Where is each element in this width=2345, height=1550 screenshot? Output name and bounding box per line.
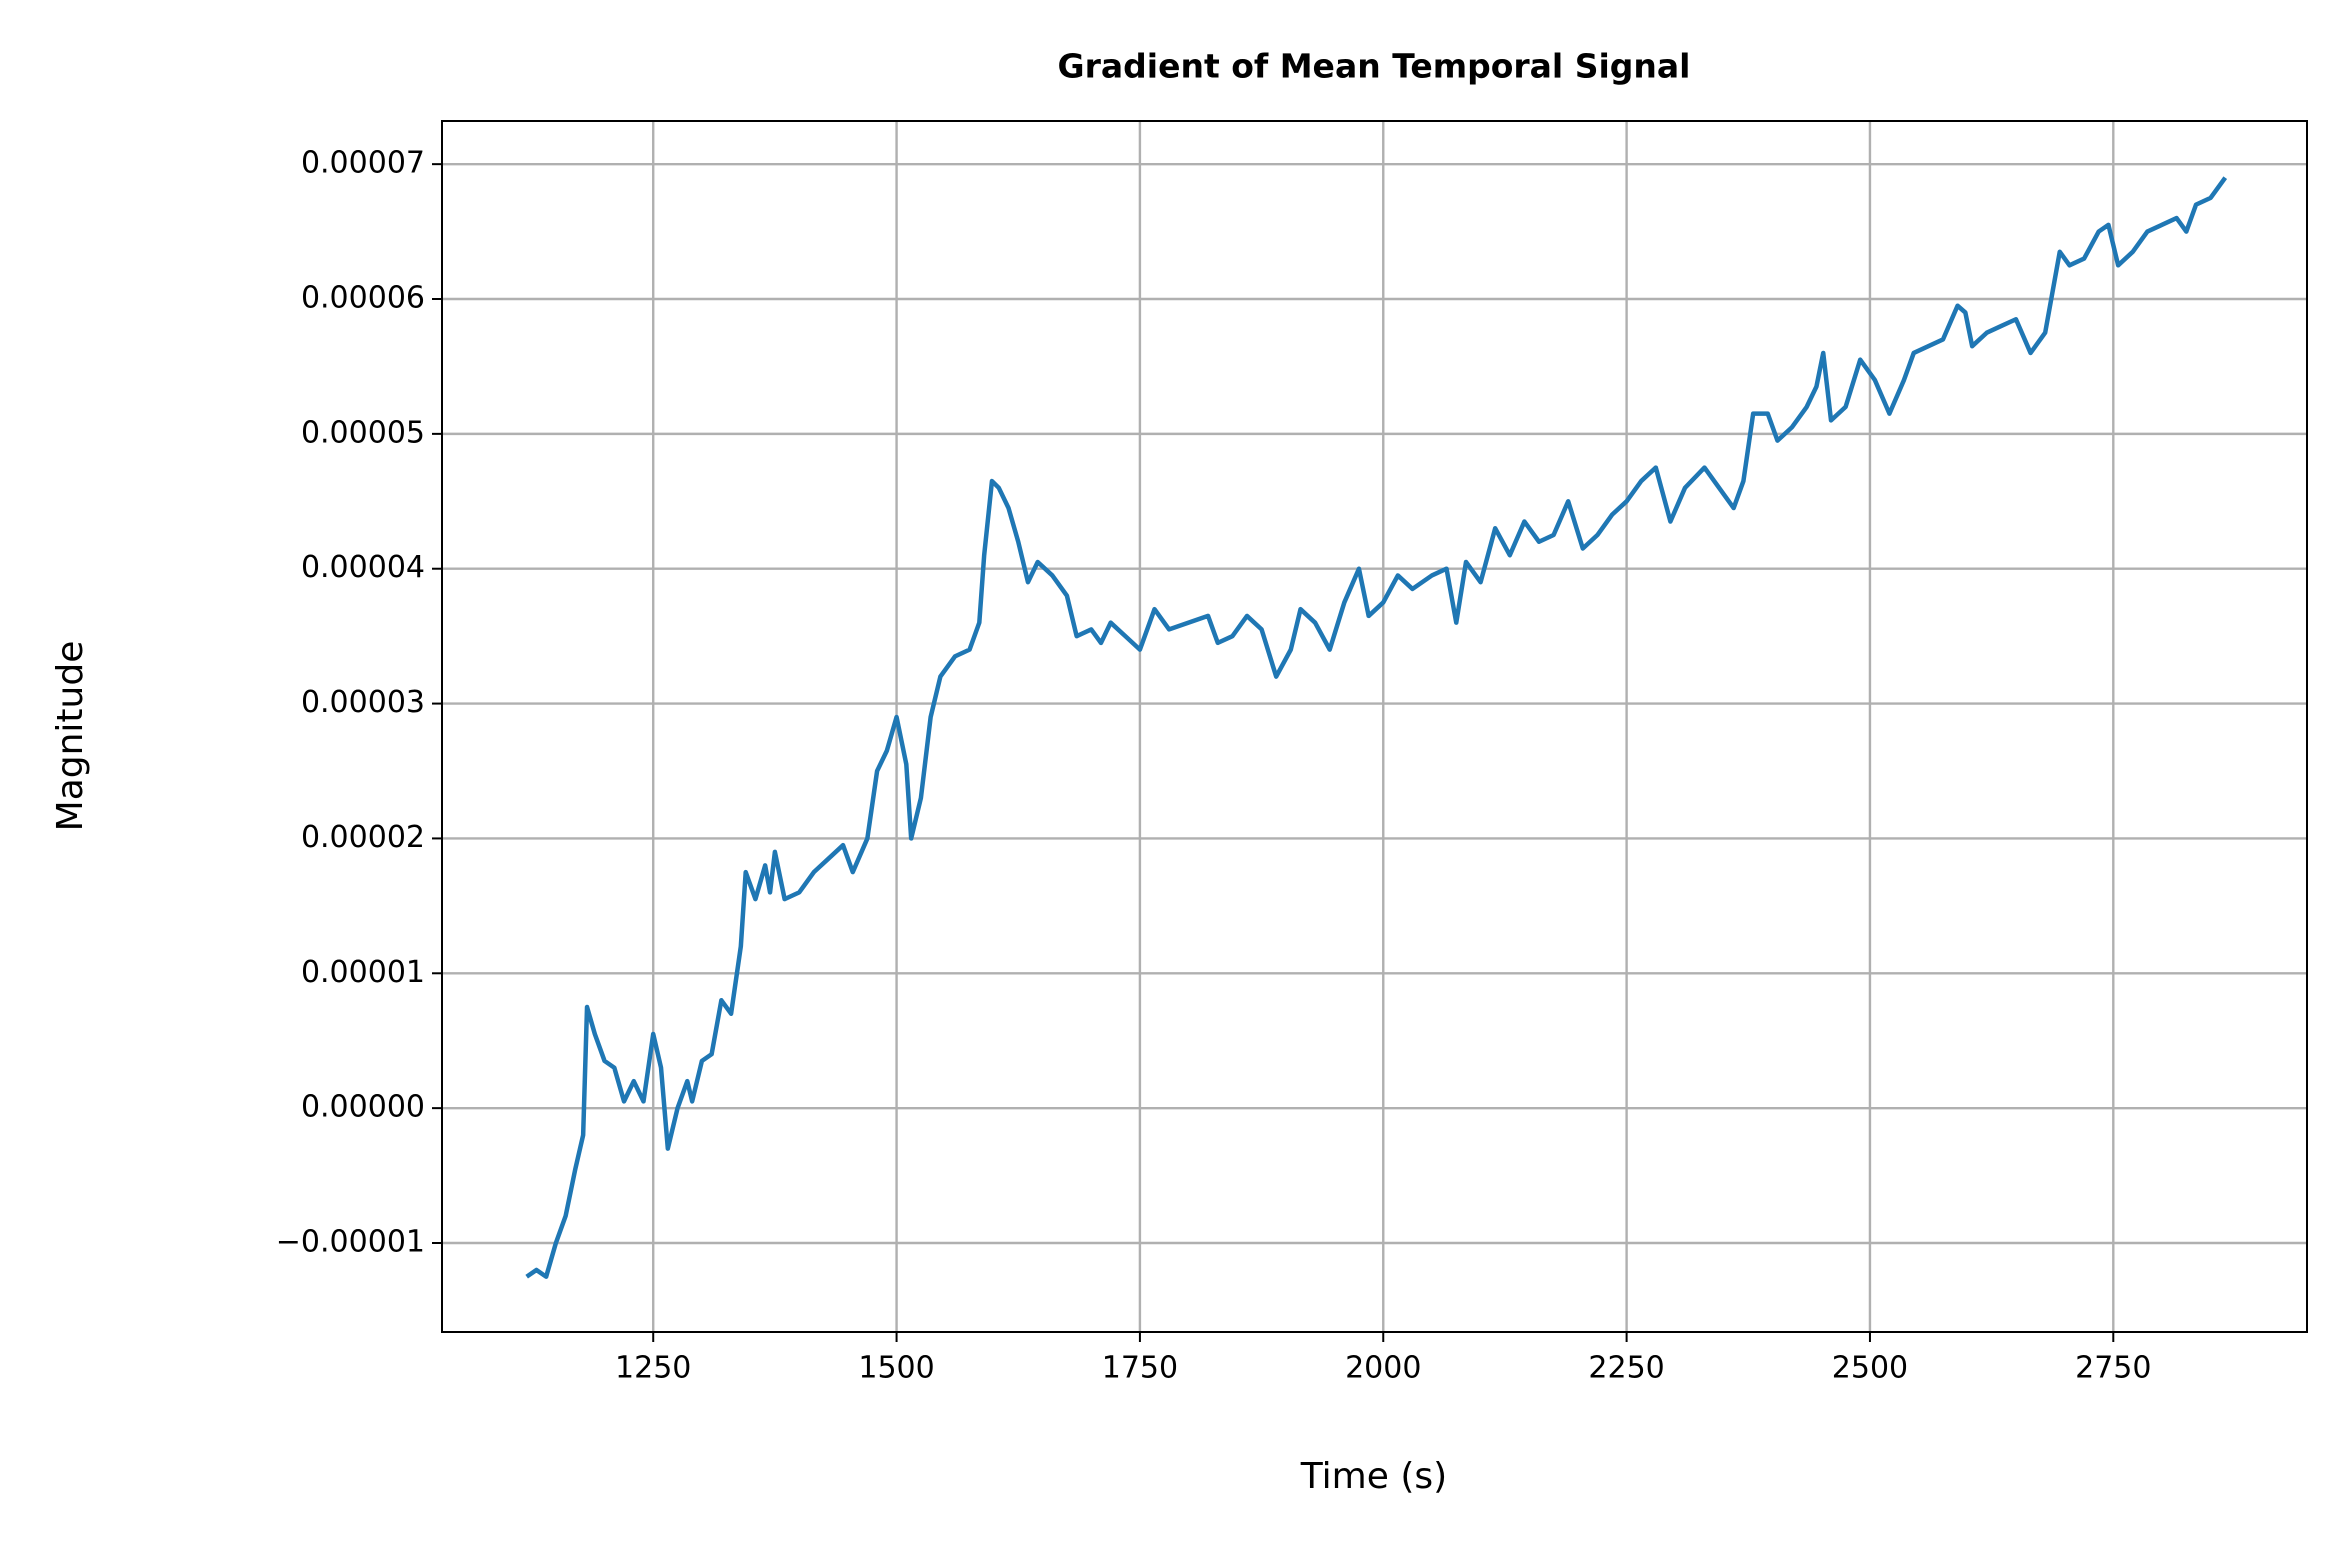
y-tick-label: 0.00003	[301, 685, 425, 720]
x-tick-label: 1500	[858, 1351, 934, 1386]
y-tick-label: 0.00005	[301, 415, 425, 450]
data-line	[525, 176, 2228, 1279]
plot-frame	[441, 120, 2308, 1333]
x-tick-label: 2750	[2075, 1351, 2151, 1386]
y-tick-label: 0.00006	[301, 281, 425, 316]
x-tick-label: 2250	[1588, 1351, 1664, 1386]
x-tick-label: 2500	[1832, 1351, 1908, 1386]
y-tick-label: 0.00001	[301, 955, 425, 990]
x-tick-label: 1250	[615, 1351, 691, 1386]
y-tick-label: 0.00007	[301, 146, 425, 181]
x-tick-label: 1750	[1102, 1351, 1178, 1386]
x-tick-label: 2000	[1345, 1351, 1421, 1386]
chart-title: Gradient of Mean Temporal Signal	[1058, 47, 1691, 86]
x-axis-label: Time (s)	[1300, 1456, 1447, 1497]
y-tick-label: 0.00000	[301, 1090, 425, 1125]
y-axis-label: Magnitude	[50, 641, 91, 832]
y-tick-label: −0.00001	[276, 1224, 425, 1259]
y-tick-label: 0.00002	[301, 820, 425, 855]
y-tick-label: 0.00004	[301, 550, 425, 585]
